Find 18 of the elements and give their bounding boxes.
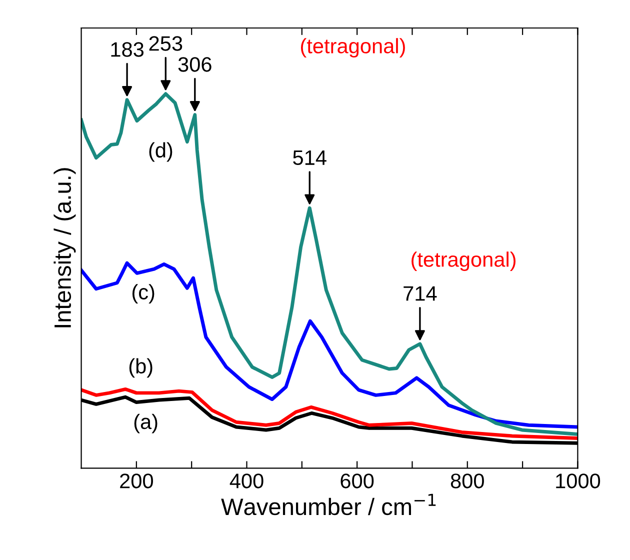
series-label: (c) xyxy=(132,284,154,304)
annotation: 306 xyxy=(178,57,212,72)
x-axis-title: Wavenumber / cm$^{−1}$ xyxy=(221,494,436,516)
annotation: 253 xyxy=(149,36,182,51)
annotation: 714 xyxy=(404,286,437,301)
x-tick-label: 1000 xyxy=(556,474,600,488)
annotation: 183 xyxy=(111,42,144,57)
annotation: 514 xyxy=(293,150,326,166)
x-tick-label: 800 xyxy=(450,474,484,488)
series-label: (b) xyxy=(129,358,152,378)
series-label: (d) xyxy=(149,142,172,162)
x-tick-label: 600 xyxy=(340,474,374,488)
annotation: (tetragonal) xyxy=(412,252,516,271)
y-axis-title: Intensity / (a.u.) xyxy=(54,168,76,328)
text: (tetragonal) xyxy=(300,38,405,58)
x-tick-label: 200 xyxy=(120,474,153,488)
x-tick-label: 400 xyxy=(230,474,264,488)
series-label: (a) xyxy=(134,414,158,434)
